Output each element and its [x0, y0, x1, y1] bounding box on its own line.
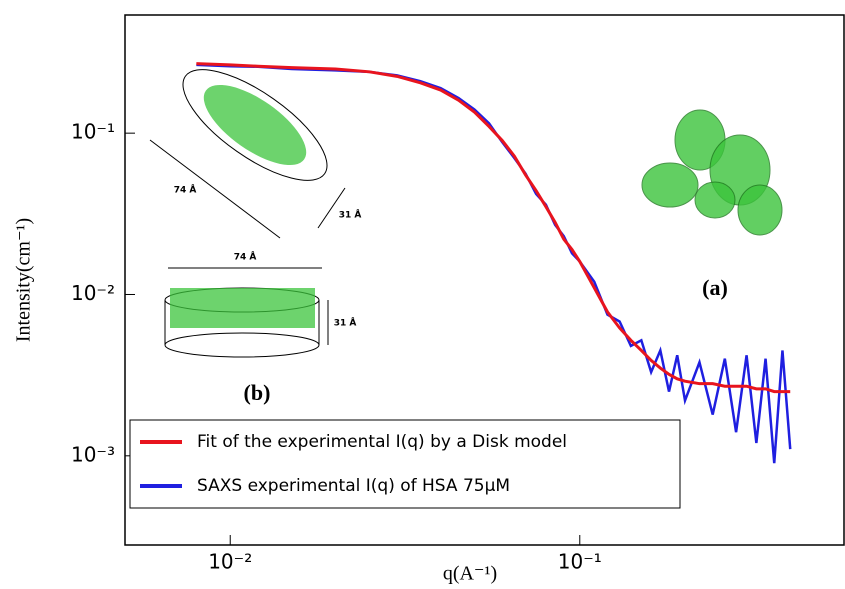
annotation: (a)	[702, 275, 728, 300]
x-tick-label: 10⁻²	[208, 550, 252, 574]
y-tick-label: 10⁻³	[71, 442, 115, 466]
legend-label: Fit of the experimental I(q) by a Disk m…	[197, 432, 567, 452]
plot-frame	[124, 14, 845, 546]
protein-illustration-b	[149, 69, 346, 358]
annotation: 74 Å	[234, 252, 257, 263]
series-line	[196, 62, 791, 394]
legend-box	[129, 419, 681, 509]
annotation: (b)	[244, 380, 271, 405]
annotation: 31 Å	[334, 318, 357, 329]
y-tick-label: 10⁻²	[71, 281, 115, 305]
protein-illustration-a	[641, 109, 783, 236]
y-tick-label: 10⁻¹	[71, 120, 115, 144]
annotation: 74 Å	[174, 185, 197, 196]
x-axis-title: q(A⁻¹)	[443, 563, 497, 585]
legend-label: SAXS experimental I(q) of HSA 75μM	[197, 476, 510, 496]
legend: Fit of the experimental I(q) by a Disk m…	[129, 419, 681, 509]
x-tick-label: 10⁻¹	[558, 550, 602, 574]
annotation: 31 Å	[339, 210, 362, 221]
y-axis-title: Intensity(cm⁻¹)	[13, 218, 35, 342]
